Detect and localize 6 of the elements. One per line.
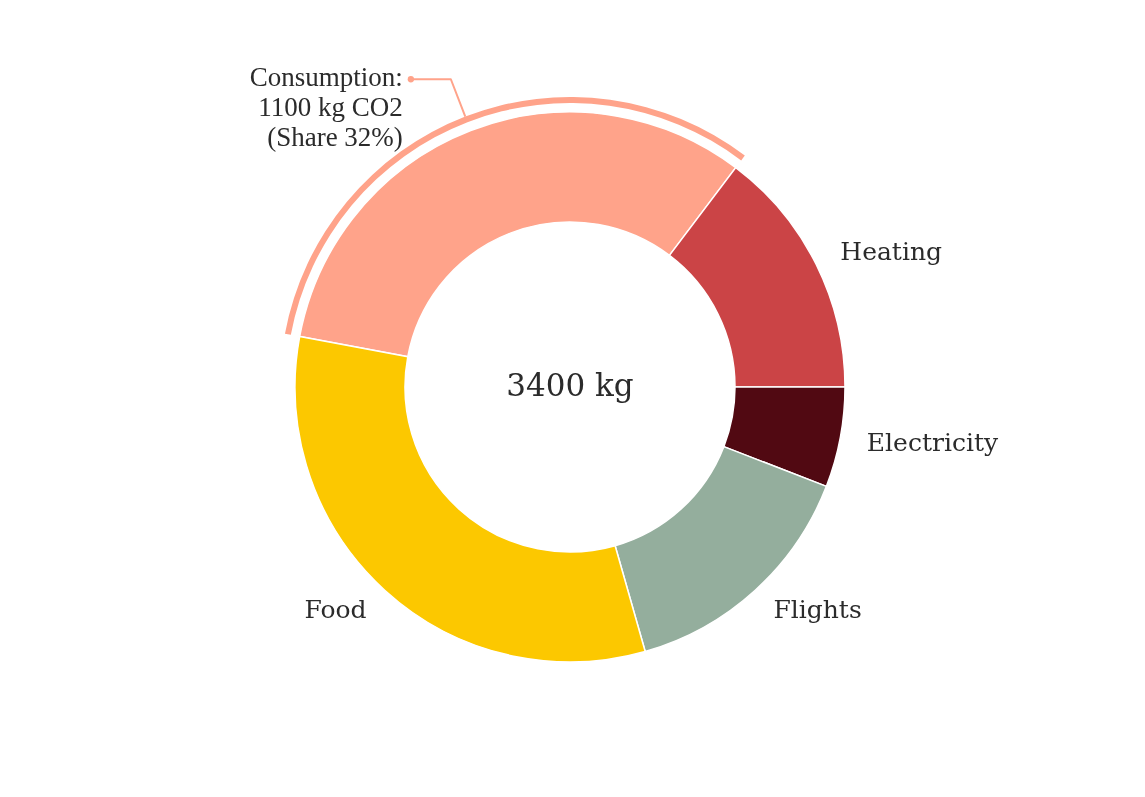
text: 3400 kg xyxy=(506,367,634,403)
slice-label: Electricity xyxy=(866,427,999,457)
data-label: Consumption: 1100 kg CO2 (Share 32%) xyxy=(248,62,403,153)
slice-label: Food xyxy=(304,595,367,625)
slice-label: Flights xyxy=(773,595,862,625)
slice-label: Heating xyxy=(840,237,943,267)
